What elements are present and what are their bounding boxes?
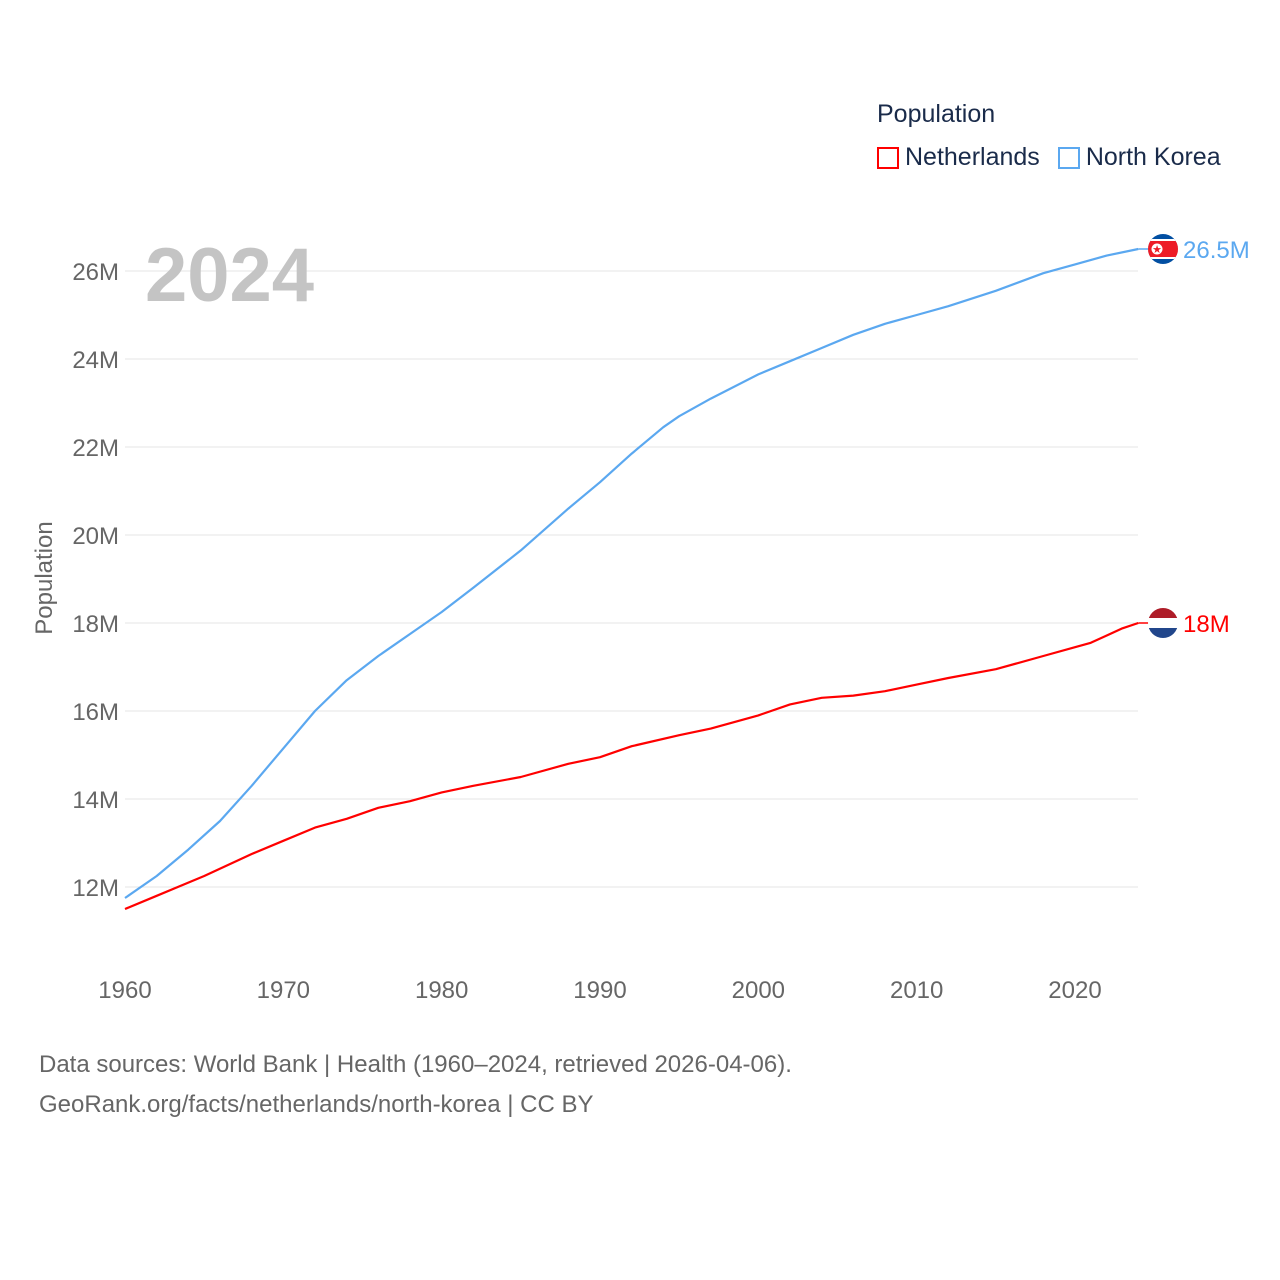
series-line-north-korea	[124, 247, 1139, 899]
source-line: Data sources: World Bank | Health (1960–…	[39, 1051, 792, 1078]
x-tick-label: 1980	[415, 977, 468, 1004]
legend-item-netherlands[interactable]: Netherlands	[877, 143, 1040, 172]
legend: Netherlands North Korea	[877, 143, 1221, 172]
year-label: 2024	[145, 233, 314, 318]
legend-label: North Korea	[1085, 143, 1221, 171]
netherlands-flag-icon	[1148, 608, 1178, 638]
y-tick-label: 14M	[72, 787, 119, 814]
legend-swatch	[877, 146, 899, 169]
legend-title: Population	[877, 100, 996, 128]
legend-item-north-korea[interactable]: North Korea	[1057, 143, 1221, 172]
y-tick-label: 26M	[72, 259, 119, 286]
source-link[interactable]: GeoRank.org/facts/netherlands/north-kore…	[39, 1091, 594, 1118]
y-tick-label: 18M	[72, 611, 119, 638]
x-tick-label: 1960	[98, 977, 151, 1004]
y-axis-label: Population	[31, 521, 58, 634]
x-tick-label: 2000	[732, 977, 785, 1004]
y-tick-label: 22M	[72, 435, 119, 462]
end-value-label: 26.5M	[1183, 237, 1250, 264]
y-tick-label: 16M	[72, 699, 119, 726]
y-tick-label: 20M	[72, 523, 119, 550]
legend-swatch	[1057, 146, 1080, 169]
svg-text:★: ★	[1152, 244, 1162, 256]
north-korea-flag-icon: ★	[1148, 234, 1178, 264]
x-tick-label: 1990	[573, 977, 626, 1004]
x-tick-label: 2020	[1048, 977, 1101, 1004]
end-value-label: 18M	[1183, 611, 1230, 638]
x-tick-label: 2010	[890, 977, 943, 1004]
y-tick-label: 24M	[72, 347, 119, 374]
series-line-netherlands	[124, 621, 1139, 911]
source-note: Data sources: World Bank | Health (1960–…	[39, 1045, 792, 1125]
y-tick-label: 12M	[72, 875, 119, 902]
legend-label: Netherlands	[905, 143, 1040, 171]
x-tick-label: 1970	[257, 977, 310, 1004]
